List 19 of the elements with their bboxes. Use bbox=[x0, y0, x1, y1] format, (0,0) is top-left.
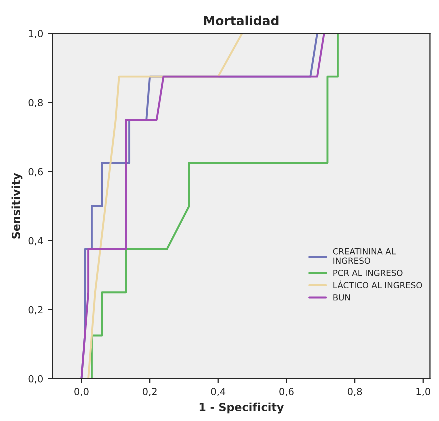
x-tick-label: 1,0 bbox=[416, 388, 430, 396]
y-tick-label: 0,2 bbox=[28, 306, 43, 315]
x-tick-label: 0,8 bbox=[348, 388, 362, 396]
legend-label: CREATININA AL INGRESO bbox=[333, 248, 396, 264]
y-tick-label: 0,6 bbox=[28, 168, 44, 177]
x-tick-label: 0,6 bbox=[280, 388, 294, 396]
x-tick-label: 0,2 bbox=[142, 388, 157, 396]
y-tick-label: 1,0 bbox=[29, 30, 44, 39]
legend-label: PCR AL INGRESO bbox=[334, 270, 403, 276]
x-tick-label: 0,4 bbox=[211, 388, 226, 396]
legend-label: BUN bbox=[334, 294, 350, 301]
x-tick-label: 0,0 bbox=[74, 388, 89, 396]
y-axis-title: Sensitivity bbox=[12, 173, 23, 239]
legend-label: LÁCTICO AL INGRESO bbox=[334, 280, 422, 289]
y-tick-label: 0,8 bbox=[28, 99, 43, 108]
chart-title: Mortalidad bbox=[204, 16, 279, 26]
y-tick-label: 0,0 bbox=[28, 375, 44, 384]
x-axis-title: 1 - Specificity bbox=[200, 402, 284, 414]
y-tick-label: 0,4 bbox=[28, 237, 44, 246]
